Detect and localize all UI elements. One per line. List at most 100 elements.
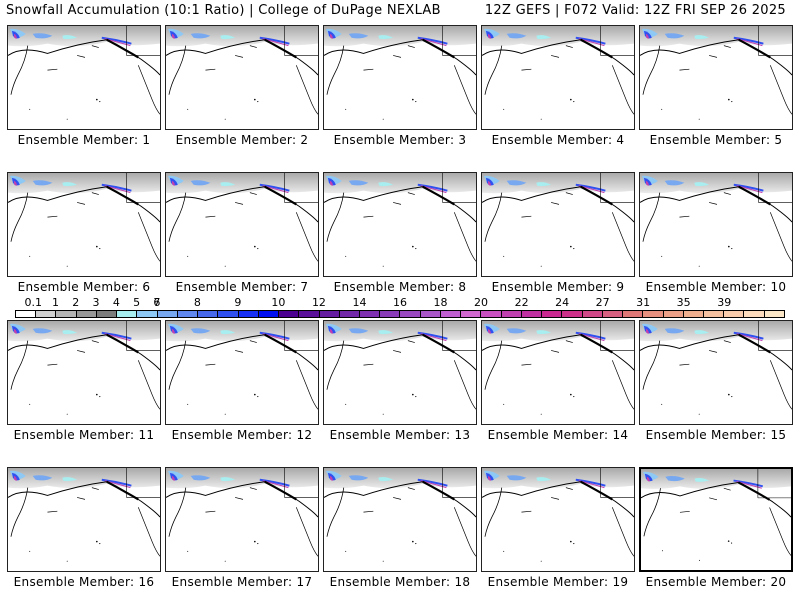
- ensemble-member-label: Ensemble Member: 2: [175, 133, 309, 147]
- colorbar-swatch: [380, 311, 401, 317]
- colorbar-tick-label: 12: [311, 296, 326, 309]
- colorbar-swatch: [461, 311, 482, 317]
- colorbar-tick-label: 3: [92, 296, 100, 309]
- colorbar-tick-label: 35: [676, 296, 691, 309]
- colorbar-swatch: [198, 311, 219, 317]
- ensemble-member-map[interactable]: [639, 320, 793, 425]
- map-image: [8, 468, 160, 562]
- colorbar-tick-label: 20: [474, 296, 489, 309]
- ensemble-member-map[interactable]: [7, 320, 161, 425]
- snowfall-colorbar: [15, 310, 785, 318]
- ensemble-member-label: Ensemble Member: 8: [333, 280, 467, 294]
- map-image: [482, 26, 634, 120]
- colorbar-tick-label: 16: [393, 296, 407, 309]
- ensemble-member-map[interactable]: [323, 172, 477, 277]
- map-image: [482, 468, 634, 562]
- colorbar-swatch: [258, 311, 280, 317]
- ensemble-member-label: Ensemble Member: 5: [649, 133, 783, 147]
- colorbar-swatch: [157, 311, 178, 317]
- colorbar-swatch: [521, 311, 543, 317]
- colorbar-swatch: [744, 311, 765, 317]
- ensemble-member-map[interactable]: [639, 467, 793, 572]
- colorbar-swatch: [36, 311, 57, 317]
- map-image: [641, 469, 791, 561]
- colorbar-tick-label: 7: [153, 296, 161, 309]
- ensemble-member-map[interactable]: [481, 467, 635, 572]
- colorbar-tick-label: 31: [636, 296, 651, 309]
- map-image: [324, 321, 476, 415]
- ensemble-member-map[interactable]: [7, 172, 161, 277]
- map-image: [8, 321, 160, 415]
- colorbar-swatch: [683, 311, 704, 317]
- colorbar-tick-label: 5: [133, 296, 141, 309]
- ensemble-member-label: Ensemble Member: 15: [645, 428, 787, 442]
- ensemble-member-label: Ensemble Member: 12: [171, 428, 313, 442]
- colorbar-swatch: [400, 311, 421, 317]
- colorbar-swatch: [764, 311, 784, 317]
- ensemble-member-label: Ensemble Member: 7: [175, 280, 309, 294]
- colorbar-tick-label: 10: [271, 296, 286, 309]
- ensemble-member-label: Ensemble Member: 4: [491, 133, 625, 147]
- ensemble-member-map[interactable]: [165, 320, 319, 425]
- colorbar-swatch: [56, 311, 77, 317]
- colorbar-tick-label: 18: [433, 296, 448, 309]
- colorbar-swatch: [562, 311, 583, 317]
- ensemble-member-map[interactable]: [639, 172, 793, 277]
- ensemble-member-map[interactable]: [165, 467, 319, 572]
- colorbar-swatch: [703, 311, 725, 317]
- ensemble-member-label: Ensemble Member: 13: [329, 428, 471, 442]
- map-image: [640, 173, 792, 267]
- colorbar-tick-label: 14: [352, 296, 367, 309]
- ensemble-member-label: Ensemble Member: 16: [13, 575, 155, 589]
- colorbar-swatch: [724, 311, 745, 317]
- ensemble-member-label: Ensemble Member: 11: [13, 428, 155, 442]
- colorbar-tick-label: 39: [717, 296, 732, 309]
- ensemble-member-map[interactable]: [165, 25, 319, 130]
- colorbar-swatch: [663, 311, 684, 317]
- map-image: [166, 468, 318, 562]
- colorbar-swatch: [96, 311, 118, 317]
- colorbar-tick-label: 8: [193, 296, 201, 309]
- colorbar-swatch: [319, 311, 340, 317]
- ensemble-member-label: Ensemble Member: 3: [333, 133, 467, 147]
- colorbar-swatch: [117, 311, 138, 317]
- colorbar-swatch: [440, 311, 462, 317]
- ensemble-member-map[interactable]: [481, 172, 635, 277]
- colorbar-swatch: [643, 311, 664, 317]
- colorbar-tick-label: 2: [72, 296, 80, 309]
- colorbar-tick-label: 27: [595, 296, 610, 309]
- colorbar-swatch: [501, 311, 522, 317]
- ensemble-member-label: Ensemble Member: 9: [491, 280, 625, 294]
- colorbar-swatch: [623, 311, 644, 317]
- ensemble-member-map[interactable]: [481, 25, 635, 130]
- map-image: [324, 173, 476, 267]
- colorbar-swatch: [299, 311, 320, 317]
- ensemble-member-map[interactable]: [7, 25, 161, 130]
- ensemble-member-map[interactable]: [165, 172, 319, 277]
- colorbar-ticks: 0.1 1 2 3 4 5 6 7 8 9 10 12 14 16 18 20 22 24 27 31 35 39: [15, 296, 785, 309]
- ensemble-member-label: Ensemble Member: 19: [487, 575, 629, 589]
- ensemble-member-map[interactable]: [639, 25, 793, 130]
- map-image: [166, 321, 318, 415]
- ensemble-member-map[interactable]: [323, 25, 477, 130]
- ensemble-member-map[interactable]: [7, 467, 161, 572]
- ensemble-member-label: Ensemble Member: 20: [645, 575, 787, 589]
- colorbar-swatch: [76, 311, 97, 317]
- ensemble-member-map[interactable]: [323, 320, 477, 425]
- map-image: [640, 26, 792, 120]
- ensemble-member-label: Ensemble Member: 6: [17, 280, 151, 294]
- map-image: [324, 26, 476, 120]
- colorbar-swatch: [359, 311, 381, 317]
- colorbar-tick-label: 6: [153, 296, 161, 309]
- map-image: [166, 173, 318, 267]
- colorbar-tick-label: 1: [52, 296, 60, 309]
- colorbar-tick-label: 0.1: [24, 296, 42, 309]
- map-image: [482, 321, 634, 415]
- ensemble-member-map[interactable]: [323, 467, 477, 572]
- colorbar-swatch: [279, 311, 300, 317]
- run-info: 12Z GEFS | F072 Valid: 12Z FRI SEP 26 20…: [484, 3, 786, 18]
- map-title: Snowfall Accumulation (10:1 Ratio) | Col…: [6, 3, 441, 18]
- colorbar-swatch: [137, 311, 158, 317]
- colorbar-tick-label: 4: [112, 296, 120, 309]
- ensemble-member-map[interactable]: [481, 320, 635, 425]
